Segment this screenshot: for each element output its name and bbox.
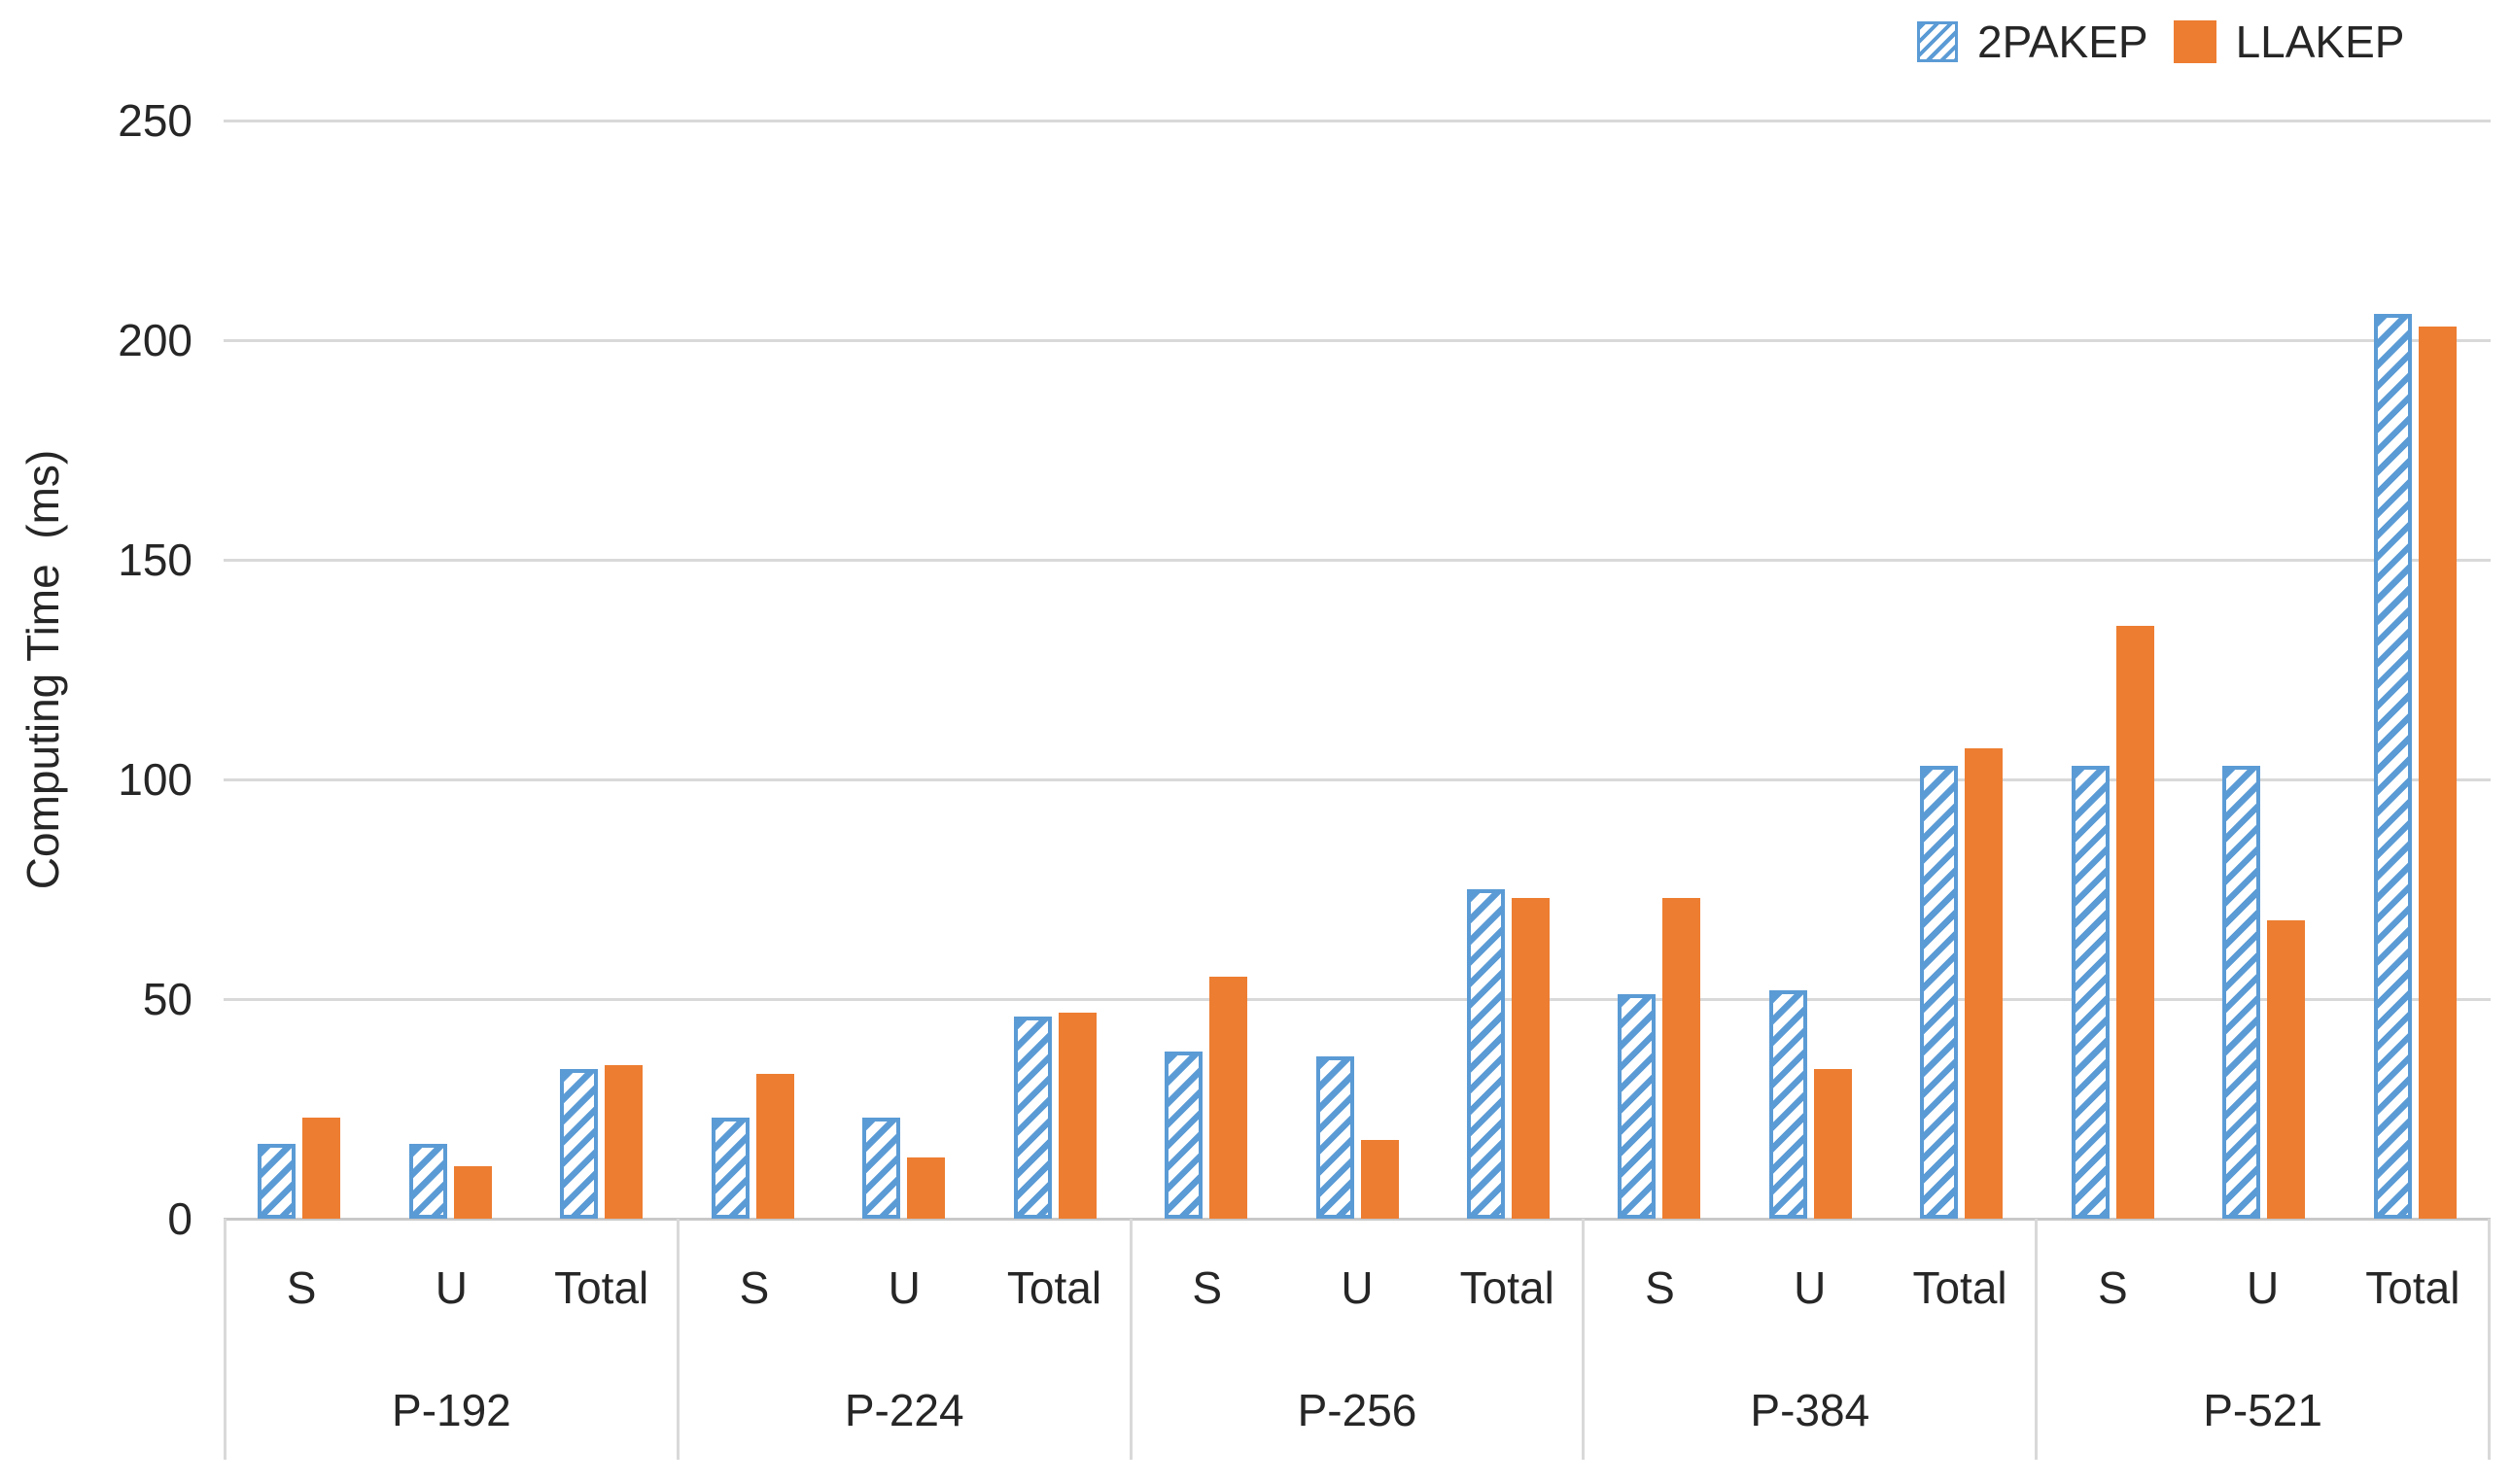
legend-item-2pakep: 2PAKEP xyxy=(1917,16,2148,68)
x-group-p-384: S U Total P-384 xyxy=(1582,1219,2035,1460)
subcategory-label-total: Total xyxy=(1912,1262,2007,1313)
subcategory-label-row: S U Total xyxy=(2038,1261,2488,1314)
bar-llakep-p-224-total xyxy=(1058,1012,1097,1219)
x-axis-line xyxy=(224,1218,2491,1221)
y-tick-label-200: 200 xyxy=(118,315,192,365)
subcategory-label-total: Total xyxy=(1459,1262,1554,1313)
bar-2pakep-p-224-u xyxy=(862,1118,901,1219)
x-group-p-192: S U Total P-192 xyxy=(224,1219,677,1460)
subcategory-label-s: S xyxy=(1192,1262,1223,1313)
x-group-p-521: S U Total P-521 xyxy=(2035,1219,2491,1460)
group-label-p-384: P-384 xyxy=(1750,1385,1870,1435)
bar-2pakep-p-521-u xyxy=(2222,766,2261,1219)
gridline-200 xyxy=(224,338,2491,342)
bar-2pakep-p-192-total xyxy=(560,1069,599,1219)
subcategory-label-row: S U Total xyxy=(227,1261,677,1314)
subcategory-label-row: S U Total xyxy=(1133,1261,1583,1314)
bar-llakep-p-521-total xyxy=(2418,327,2457,1219)
group-label-p-521: P-521 xyxy=(2203,1385,2322,1435)
y-axis-title: Computing Time (ms) xyxy=(17,449,68,890)
bar-2pakep-p-384-u xyxy=(1768,989,1807,1219)
bar-2pakep-p-384-s xyxy=(1618,994,1657,1219)
x-axis: S U Total P-192 S U Total P-224 S U Total P-256 S U To… xyxy=(224,1219,2491,1460)
bar-llakep-p-192-total xyxy=(605,1064,644,1219)
subcategory-label-total: Total xyxy=(2365,1262,2460,1313)
gridline-250 xyxy=(224,119,2491,122)
bar-llakep-p-384-total xyxy=(1965,748,2004,1219)
y-tick-label-150: 150 xyxy=(118,535,192,585)
legend-swatch-llakep xyxy=(2173,20,2216,63)
subcategory-label-s: S xyxy=(2097,1262,2128,1313)
subcategory-label-row: S U Total xyxy=(1585,1261,2035,1314)
bar-2pakep-p-224-total xyxy=(1013,1017,1052,1219)
bar-llakep-p-192-s xyxy=(302,1118,341,1219)
subcategory-label-u: U xyxy=(435,1262,469,1313)
subcategory-label-row: S U Total xyxy=(680,1261,1130,1314)
bar-llakep-p-384-s xyxy=(1662,898,1701,1219)
y-tick-label-250: 250 xyxy=(118,95,192,146)
y-tick-label-100: 100 xyxy=(118,754,192,805)
bar-llakep-p-521-u xyxy=(2267,919,2306,1219)
subcategory-label-u: U xyxy=(1341,1262,1374,1313)
group-label-p-192: P-192 xyxy=(392,1385,511,1435)
group-label-p-224: P-224 xyxy=(844,1385,964,1435)
bar-2pakep-p-192-u xyxy=(408,1144,447,1219)
bar-2pakep-p-256-u xyxy=(1315,1055,1354,1219)
subcategory-label-total: Total xyxy=(1006,1262,1102,1313)
legend-swatch-2pakep xyxy=(1917,21,1958,62)
bar-llakep-p-256-u xyxy=(1360,1139,1399,1219)
bar-llakep-p-224-s xyxy=(755,1073,794,1219)
bar-llakep-p-521-s xyxy=(2115,625,2154,1219)
y-tick-label-0: 0 xyxy=(167,1193,192,1244)
subcategory-label-s: S xyxy=(1645,1262,1675,1313)
subcategory-label-s: S xyxy=(739,1262,770,1313)
bar-2pakep-p-256-total xyxy=(1466,889,1505,1219)
bar-2pakep-p-192-s xyxy=(258,1144,297,1219)
legend-label-llakep: LLAKEP xyxy=(2235,17,2405,67)
legend-item-llakep: LLAKEP xyxy=(2173,16,2405,68)
bar-llakep-p-256-total xyxy=(1511,898,1550,1219)
subcategory-label-u: U xyxy=(2246,1262,2280,1313)
y-tick-label-50: 50 xyxy=(142,974,192,1024)
subcategory-label-total: Total xyxy=(554,1262,649,1313)
x-group-p-224: S U Total P-224 xyxy=(676,1219,1130,1460)
gridline-50 xyxy=(224,997,2491,1001)
bar-2pakep-p-521-total xyxy=(2373,313,2412,1219)
bar-2pakep-p-521-s xyxy=(2071,766,2110,1219)
subcategory-label-u: U xyxy=(888,1262,921,1313)
bar-llakep-p-256-s xyxy=(1209,977,1248,1219)
plot-area xyxy=(224,119,2491,1221)
group-label-p-256: P-256 xyxy=(1297,1385,1417,1435)
legend: 2PAKEP LLAKEP xyxy=(1917,16,2404,68)
bar-llakep-p-192-u xyxy=(453,1165,492,1219)
gridline-150 xyxy=(224,558,2491,562)
bar-llakep-p-384-u xyxy=(1813,1069,1852,1219)
subcategory-label-u: U xyxy=(1794,1262,1827,1313)
bar-2pakep-p-256-s xyxy=(1165,1052,1204,1219)
x-group-p-256: S U Total P-256 xyxy=(1129,1219,1583,1460)
subcategory-label-s: S xyxy=(286,1262,317,1313)
legend-label-2pakep: 2PAKEP xyxy=(1977,17,2148,67)
bar-2pakep-p-384-total xyxy=(1920,766,1959,1219)
bar-llakep-p-224-u xyxy=(907,1156,946,1219)
bar-2pakep-p-224-s xyxy=(711,1118,750,1219)
gridline-100 xyxy=(224,777,2491,781)
